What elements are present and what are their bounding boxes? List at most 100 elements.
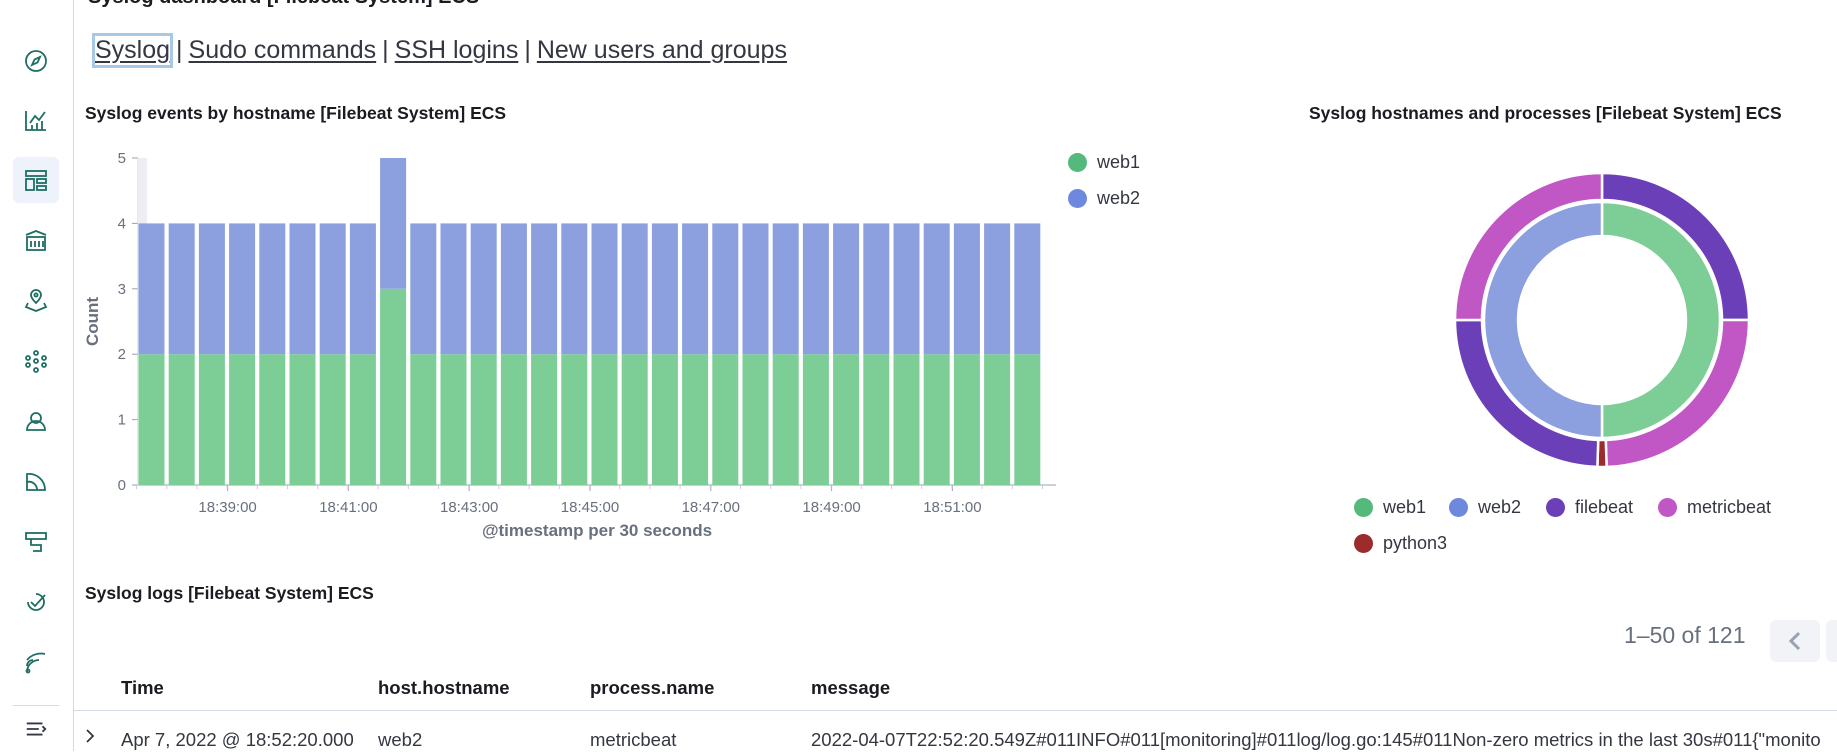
bar-segment-web2[interactable]: [500, 223, 527, 355]
bar-segment-web2[interactable]: [440, 223, 467, 355]
bar-segment-web1[interactable]: [500, 354, 527, 485]
bar-segment-web2[interactable]: [591, 223, 618, 355]
link-ssh-logins[interactable]: SSH logins: [394, 36, 519, 64]
bar-segment-web1[interactable]: [319, 354, 346, 485]
bar-segment-web1[interactable]: [863, 354, 890, 485]
bar-segment-web2[interactable]: [410, 223, 437, 355]
bar-segment-web1[interactable]: [1014, 354, 1041, 485]
bar-segment-web1[interactable]: [168, 354, 195, 485]
bar-segment-web1[interactable]: [289, 354, 316, 485]
bar-segment-web1[interactable]: [259, 354, 286, 485]
observability-icon[interactable]: [13, 458, 59, 504]
bar-segment-web1[interactable]: [742, 354, 769, 485]
donut-slice-web1[interactable]: [1600, 200, 1722, 440]
bar-segment-web2[interactable]: [621, 223, 648, 355]
bar-segment-web1[interactable]: [772, 354, 799, 485]
bar-segment-web2[interactable]: [1014, 223, 1041, 355]
y-axis-title: Count: [83, 297, 102, 346]
link-sudo-commands[interactable]: Sudo commands: [188, 36, 377, 64]
bar-segment-web1[interactable]: [712, 354, 739, 485]
bar-segment-web1[interactable]: [229, 354, 256, 485]
bar-segment-web1[interactable]: [682, 354, 709, 485]
column-header-message[interactable]: message: [811, 677, 891, 698]
bar-segment-web2[interactable]: [561, 223, 588, 355]
legend-swatch-python3: [1354, 534, 1373, 553]
bar-segment-web2[interactable]: [380, 158, 407, 289]
graph-icon[interactable]: [13, 398, 59, 444]
menu-collapse-icon[interactable]: [13, 705, 59, 752]
bar-segment-web1[interactable]: [984, 354, 1011, 485]
bar-segment-web2[interactable]: [138, 223, 165, 355]
uptime-icon[interactable]: [13, 519, 59, 565]
legend-item-metricbeat[interactable]: metricbeat: [1658, 497, 1771, 518]
column-header-time[interactable]: Time: [121, 677, 164, 698]
bar-segment-web1[interactable]: [802, 354, 829, 485]
maps-icon[interactable]: [13, 278, 59, 324]
bar-segment-web1[interactable]: [591, 354, 618, 485]
bar-segment-web2[interactable]: [470, 223, 497, 355]
compass-icon[interactable]: [13, 38, 59, 84]
x-tick-label: 18:43:00: [440, 499, 498, 516]
bar-segment-web2[interactable]: [651, 223, 678, 355]
visualize-icon[interactable]: [13, 97, 59, 143]
legend-item-web1[interactable]: web1: [1068, 152, 1140, 173]
legend-item-web1[interactable]: web1: [1354, 497, 1426, 518]
bar-segment-web1[interactable]: [893, 354, 920, 485]
bar-segment-web2[interactable]: [863, 223, 890, 355]
column-header-process[interactable]: process.name: [590, 677, 715, 698]
legend-item-filebeat[interactable]: filebeat: [1546, 497, 1633, 518]
legend-item-web2[interactable]: web2: [1449, 497, 1521, 518]
bar-segment-web1[interactable]: [470, 354, 497, 485]
bar-segment-web1[interactable]: [923, 354, 950, 485]
legend-item-python3[interactable]: python3: [1354, 533, 1447, 554]
legend-item-web2[interactable]: web2: [1068, 188, 1140, 209]
bar-segment-web2[interactable]: [229, 223, 256, 355]
bar-segment-web2[interactable]: [742, 223, 769, 355]
bar-segment-web2[interactable]: [772, 223, 799, 355]
bar-panel-title: Syslog events by hostname [Filebeat Syst…: [85, 103, 507, 123]
bar-segment-web2[interactable]: [833, 223, 860, 355]
bar-segment-web1[interactable]: [410, 354, 437, 485]
bar-segment-web1[interactable]: [138, 354, 165, 485]
bar-segment-web2[interactable]: [682, 223, 709, 355]
link-syslog[interactable]: Syslog: [91, 33, 174, 68]
bar-segment-web1[interactable]: [440, 354, 467, 485]
previous-page-button[interactable]: [1770, 620, 1820, 662]
bar-segment-web2[interactable]: [923, 223, 950, 355]
bar-segment-web2[interactable]: [319, 223, 346, 355]
bar-segment-web1[interactable]: [621, 354, 648, 485]
legend-swatch-web1: [1068, 153, 1087, 172]
bar-segment-web2[interactable]: [259, 223, 286, 355]
bar-segment-web1[interactable]: [380, 288, 407, 485]
donut-slice-metricbeat[interactable]: [1453, 171, 1604, 322]
bar-segment-web2[interactable]: [893, 223, 920, 355]
bar-segment-web2[interactable]: [198, 223, 225, 355]
next-page-button[interactable]: [1826, 620, 1837, 662]
apm-icon[interactable]: [13, 579, 59, 625]
bar-segment-web2[interactable]: [531, 223, 558, 355]
bar-segment-web1[interactable]: [953, 354, 980, 485]
link-new-users-and-groups[interactable]: New users and groups: [536, 36, 787, 64]
table-cell-hostname: web2: [378, 729, 423, 750]
bar-segment-web2[interactable]: [802, 223, 829, 355]
canvas-icon[interactable]: [13, 218, 59, 264]
bar-segment-web1[interactable]: [198, 354, 225, 485]
ml-icon[interactable]: [13, 338, 59, 384]
logs-icon[interactable]: [13, 640, 59, 686]
bar-segment-web1[interactable]: [531, 354, 558, 485]
bar-segment-web2[interactable]: [712, 223, 739, 355]
chevron-right-icon[interactable]: [84, 728, 96, 749]
bar-segment-web2[interactable]: [953, 223, 980, 355]
bar-segment-web1[interactable]: [561, 354, 588, 485]
column-header-hostname[interactable]: host.hostname: [378, 677, 510, 698]
chevron-left-icon: [1788, 631, 1801, 651]
bar-segment-web1[interactable]: [349, 354, 376, 485]
bar-segment-web2[interactable]: [289, 223, 316, 355]
bar-segment-web2[interactable]: [984, 223, 1011, 355]
bar-segment-web2[interactable]: [349, 223, 376, 355]
bar-segment-web2[interactable]: [168, 223, 195, 355]
dashboard-icon[interactable]: [13, 157, 59, 203]
bar-segment-web1[interactable]: [833, 354, 860, 485]
bar-segment-web1[interactable]: [651, 354, 678, 485]
donut-slice-web2[interactable]: [1482, 200, 1604, 440]
